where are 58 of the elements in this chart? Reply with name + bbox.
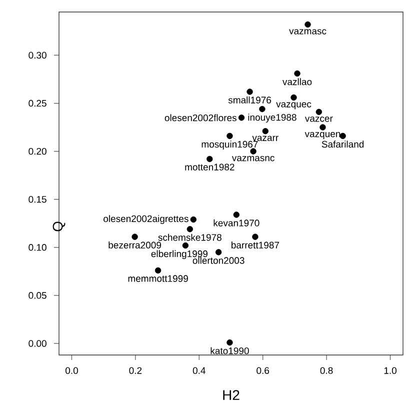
point bbox=[215, 249, 222, 256]
point bbox=[132, 234, 138, 240]
annotation: vazarr bbox=[252, 136, 278, 142]
point bbox=[246, 88, 253, 95]
x-axis-title: H2 bbox=[223, 390, 240, 400]
point bbox=[262, 128, 268, 134]
annotation: vazquen bbox=[304, 132, 340, 140]
annotation: vazllao bbox=[282, 78, 312, 86]
annotation: mosquin1967 bbox=[202, 140, 258, 150]
point bbox=[294, 70, 300, 77]
annotation: memmott1999 bbox=[128, 275, 188, 282]
point bbox=[226, 132, 233, 140]
annotation: small1976 bbox=[228, 96, 272, 104]
point bbox=[304, 21, 311, 28]
point bbox=[190, 216, 197, 223]
annotation: vazquec bbox=[276, 102, 312, 110]
x-tick-label: 0.0 bbox=[66, 367, 78, 374]
point bbox=[154, 267, 162, 274]
point bbox=[238, 114, 245, 121]
y-tick-label: 0.20 bbox=[28, 148, 46, 155]
y-tick-label: 0.10 bbox=[28, 244, 46, 251]
annotation: ollerton2003 bbox=[192, 256, 244, 264]
annotation: vazmasc bbox=[289, 29, 326, 34]
point bbox=[233, 212, 240, 218]
annotation: kevan1970 bbox=[214, 219, 260, 226]
annotation: motten1982 bbox=[185, 164, 234, 170]
annotation: elberling1999 bbox=[151, 250, 208, 260]
annotation: olesen2002aigrettes bbox=[104, 215, 188, 224]
annotation: kato1990 bbox=[210, 347, 249, 354]
annotation: olesen2002flores bbox=[164, 114, 236, 122]
y-tick-label: 0.25 bbox=[28, 100, 46, 107]
y-tick-label: 0.30 bbox=[28, 52, 46, 59]
point bbox=[206, 156, 213, 162]
annotation: barrett1987 bbox=[232, 242, 280, 248]
point bbox=[316, 108, 322, 116]
y-axis-title: Q bbox=[52, 222, 66, 232]
point bbox=[340, 132, 346, 140]
point bbox=[290, 94, 297, 101]
x-tick-label: 0.6 bbox=[256, 367, 270, 374]
y-tick-label: 0.15 bbox=[28, 196, 46, 203]
point bbox=[226, 339, 233, 346]
x-tick-label: 1.0 bbox=[384, 367, 396, 374]
point bbox=[320, 124, 326, 130]
y-tick-label: 0.00 bbox=[28, 340, 46, 347]
x-tick-label: 0.4 bbox=[192, 367, 206, 374]
point bbox=[259, 106, 266, 112]
annotation: schemske1978 bbox=[158, 234, 222, 241]
x-tick-label: 0.8 bbox=[320, 367, 333, 374]
point bbox=[186, 226, 194, 232]
point bbox=[252, 234, 258, 240]
annotation: Safariland bbox=[322, 140, 364, 148]
point bbox=[182, 242, 189, 249]
x-tick-label: 0.2 bbox=[129, 367, 142, 374]
y-tick-label: 0.05 bbox=[28, 292, 46, 299]
annotation: vazmasnc bbox=[232, 156, 274, 162]
annotation: bezerra2009 bbox=[108, 242, 162, 248]
annotation: vazcer bbox=[304, 116, 333, 122]
annotation: inouye1988 bbox=[248, 114, 296, 123]
